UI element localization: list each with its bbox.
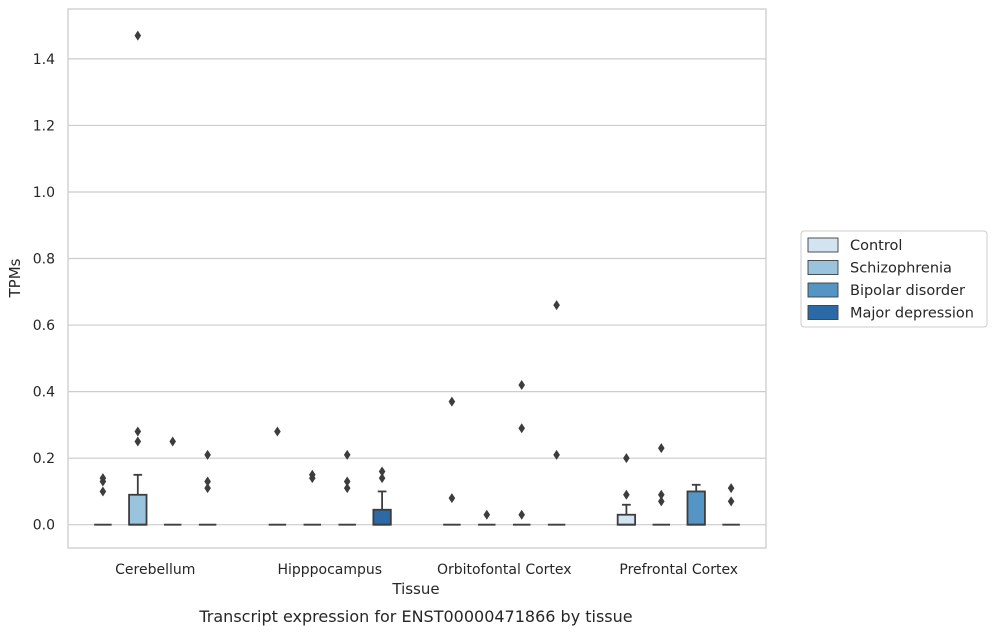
- outlier-point: [99, 473, 107, 484]
- box-group: [372, 466, 392, 526]
- outlier-point: [99, 486, 107, 497]
- y-tick-label: 0.8: [33, 252, 55, 268]
- box-group: [722, 483, 740, 526]
- box-group: [94, 473, 112, 526]
- outlier-point: [518, 509, 525, 520]
- x-tick-label: Orbitofontal Cortex: [437, 562, 572, 578]
- outlier-point: [378, 473, 386, 484]
- legend-swatch: [807, 305, 839, 320]
- outlier-point: [378, 466, 386, 477]
- legend-label: Schizophrenia: [850, 261, 952, 277]
- x-tick-label: Hipppocampus: [277, 562, 382, 578]
- legend-label: Bipolar disorder: [850, 283, 965, 299]
- x-tick-label: Prefrontal Cortex: [619, 562, 738, 578]
- outlier-point: [727, 483, 735, 494]
- y-tick-label: 0.2: [33, 451, 55, 467]
- outlier-point: [518, 423, 525, 434]
- outlier-point: [134, 436, 142, 447]
- y-tick-label: 0.4: [33, 385, 55, 401]
- box-group: [478, 509, 496, 526]
- y-tick-label: 0.6: [33, 318, 55, 334]
- y-tick-label: 1.0: [33, 185, 55, 201]
- box-group: [198, 449, 217, 526]
- outlier-point: [169, 436, 176, 447]
- outlier-point: [343, 483, 351, 494]
- y-tick-labels: 0.0 0.2 0.4 0.6 0.8 1.0 1.2 1.4: [33, 52, 55, 534]
- outlier-point: [483, 509, 491, 520]
- outlier-point: [134, 426, 142, 437]
- x-tick-label: Cerebellum: [115, 562, 195, 578]
- plot-frame: [67, 8, 767, 549]
- outlier-point: [343, 449, 351, 460]
- box: [128, 493, 148, 526]
- legend-swatch: [807, 260, 839, 275]
- box-group: [268, 426, 287, 526]
- box-group: [443, 396, 461, 526]
- legend-label: Control: [850, 238, 902, 254]
- legend: Control Schizophrenia Bipolar disorder Majo…: [800, 230, 988, 328]
- box-group: [547, 300, 566, 526]
- outlier-point: [623, 489, 630, 500]
- box: [372, 508, 392, 526]
- outlier-point: [204, 483, 211, 494]
- legend-swatch: [807, 282, 839, 298]
- y-tick-label: 1.4: [33, 52, 55, 68]
- chart-caption: Transcript expression for ENST0000047186…: [198, 607, 632, 626]
- outlier-point: [553, 449, 560, 460]
- box-series: [94, 30, 740, 526]
- y-axis-title: TPMs: [6, 258, 24, 298]
- outlier-point: [518, 379, 525, 390]
- legend-frame: [800, 230, 988, 328]
- outlier-point: [623, 453, 630, 464]
- box-group: [686, 483, 706, 526]
- outlier-point: [553, 300, 560, 311]
- y-gridlines: [68, 58, 766, 526]
- outlier-point: [658, 489, 665, 500]
- box-group: [303, 469, 322, 526]
- outlier-point: [204, 449, 211, 460]
- outlier-point: [658, 496, 665, 507]
- legend-swatch: [807, 237, 839, 253]
- legend-label: Major depression: [850, 306, 974, 322]
- box-group: [338, 449, 356, 526]
- x-axis-title: Tissue: [391, 580, 439, 598]
- box-group: [652, 443, 671, 526]
- box-group: [512, 379, 531, 526]
- box-group: [163, 436, 182, 526]
- outlier-point: [274, 426, 281, 437]
- box-group: [128, 30, 148, 526]
- box: [686, 490, 706, 526]
- outlier-point: [309, 469, 316, 480]
- legend-items: Control Schizophrenia Bipolar disorder Majo…: [807, 237, 974, 322]
- box-group: [616, 453, 637, 526]
- outlier-point: [134, 30, 142, 41]
- box: [616, 513, 637, 526]
- outlier-point: [727, 496, 735, 507]
- outlier-point: [204, 476, 211, 487]
- outlier-point: [658, 443, 665, 454]
- x-tick-labels: Cerebellum Hipppocampus Orbitofontal Corte…: [115, 562, 738, 578]
- outlier-point: [343, 476, 351, 487]
- y-tick-label: 1.2: [33, 118, 55, 134]
- outlier-point: [448, 396, 456, 407]
- outlier-point: [448, 493, 456, 504]
- y-tick-label: 0.0: [33, 518, 55, 534]
- plot-background: [68, 9, 766, 548]
